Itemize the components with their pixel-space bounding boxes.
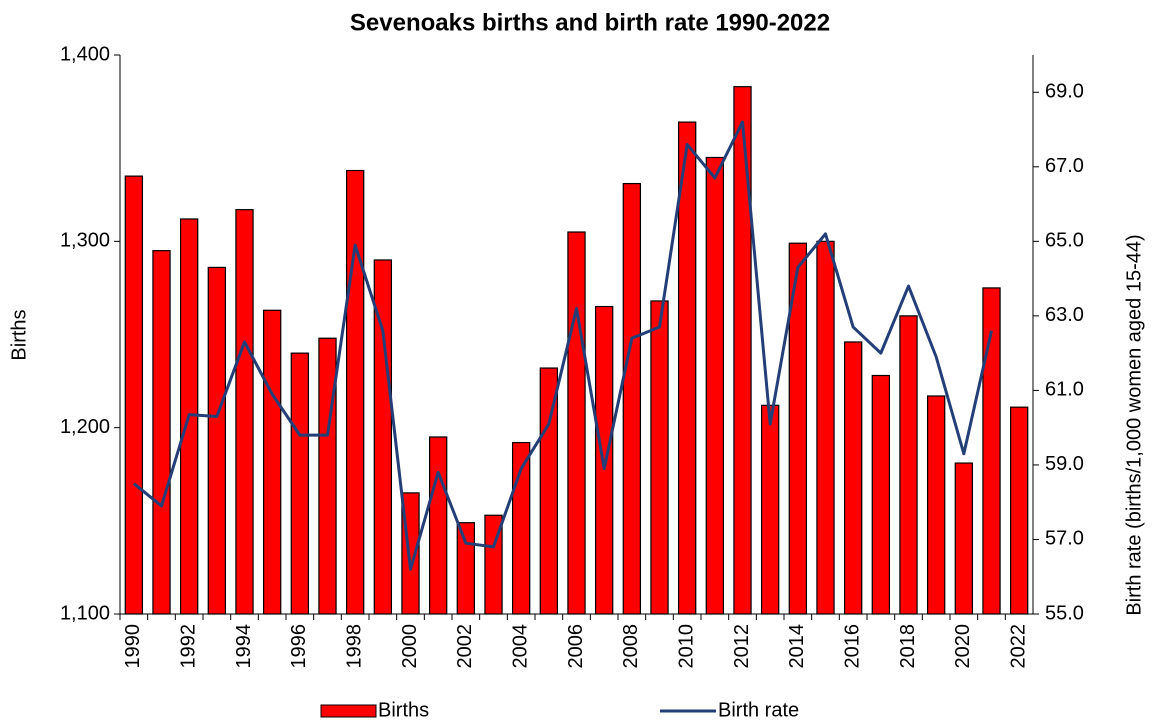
x-tick-label: 2010 xyxy=(675,624,697,669)
bar xyxy=(677,121,697,615)
bar xyxy=(1009,406,1029,615)
bar xyxy=(456,522,476,615)
bar xyxy=(318,337,337,615)
bar xyxy=(345,169,365,615)
legend-swatch xyxy=(320,704,377,718)
y2-tick-label: 55.0 xyxy=(1045,602,1084,624)
y2-tick-label: 57.0 xyxy=(1045,528,1084,550)
legend-label: Birth rate xyxy=(718,699,799,721)
x-tick-label: 2008 xyxy=(620,624,642,669)
bar xyxy=(760,404,780,615)
line xyxy=(132,120,993,571)
x-tick-label: 2022 xyxy=(1007,624,1029,669)
x-tick-label: 2018 xyxy=(897,624,919,669)
bar xyxy=(124,175,144,615)
x-tick-label: 2004 xyxy=(509,624,531,669)
bar xyxy=(262,309,282,615)
legend-label: Births xyxy=(378,699,429,721)
y-tick-label: 1,300 xyxy=(60,230,110,252)
y-tick-label: 1,400 xyxy=(60,43,110,65)
y2-axis-label: Birth rate (births/1,000 women aged 15-4… xyxy=(1123,234,1145,615)
y2-tick-label: 61.0 xyxy=(1045,379,1084,401)
x-tick-label: 2006 xyxy=(565,624,587,669)
bar xyxy=(152,250,171,615)
y-tick-label: 1,200 xyxy=(60,416,110,438)
bar xyxy=(926,395,946,615)
bar xyxy=(899,315,918,615)
bar xyxy=(843,341,863,615)
x-tick-label: 1994 xyxy=(233,624,255,669)
chart-title: Sevenoaks births and birth rate 1990-202… xyxy=(350,9,830,36)
y2-tick-label: 63.0 xyxy=(1045,304,1084,326)
x-tick-label: 2014 xyxy=(786,624,808,669)
x-tick-label: 2020 xyxy=(952,624,974,669)
x-tick-label: 2000 xyxy=(399,624,421,669)
y2-tick-label: 59.0 xyxy=(1045,453,1084,475)
x-tick-label: 1992 xyxy=(177,624,199,669)
bar xyxy=(733,86,752,615)
bar xyxy=(705,156,725,615)
bar xyxy=(954,462,974,615)
bar xyxy=(290,352,310,615)
y2-tick-label: 67.0 xyxy=(1045,155,1084,177)
bar xyxy=(428,436,448,615)
bar xyxy=(567,231,586,615)
bar xyxy=(816,240,835,615)
bar xyxy=(622,182,642,615)
y-axis-label: Births xyxy=(8,309,30,360)
x-tick-label: 2016 xyxy=(841,624,863,669)
bar xyxy=(871,374,891,615)
x-tick-label: 2012 xyxy=(731,624,753,669)
x-tick-label: 1990 xyxy=(122,624,144,669)
x-tick-label: 1998 xyxy=(343,624,365,669)
y2-tick-label: 65.0 xyxy=(1045,230,1084,252)
x-tick-label: 2002 xyxy=(454,624,476,669)
y-tick-label: 1,100 xyxy=(60,602,110,624)
x-tick-label: 1996 xyxy=(288,624,310,669)
bar xyxy=(207,266,227,615)
bar xyxy=(235,209,254,615)
y2-tick-label: 69.0 xyxy=(1045,81,1084,103)
bar xyxy=(650,300,669,615)
